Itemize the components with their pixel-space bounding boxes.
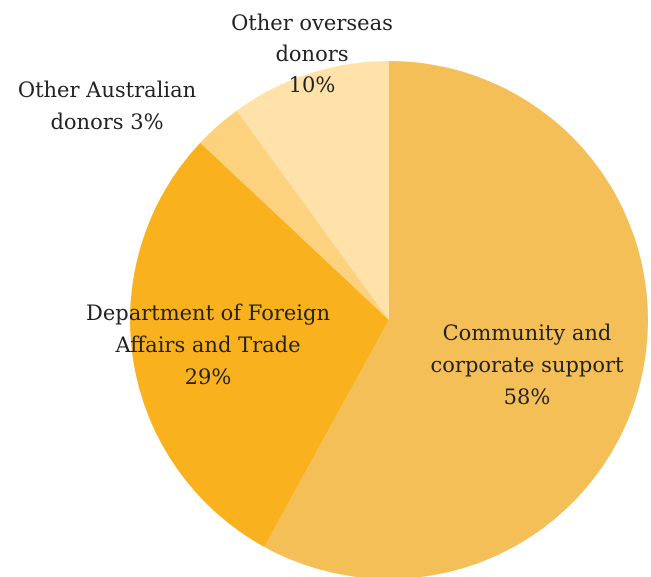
- pie-label-line: Department of Foreign: [86, 301, 330, 325]
- pie-label-line: Affairs and Trade: [114, 333, 300, 357]
- pie-label-department-of-foreign-affairs-and-trade: Department of Foreign Affairs and Trade 29…: [86, 301, 330, 389]
- pie-label-line: 29%: [185, 365, 232, 389]
- pie-label-line: Other Australian: [18, 78, 196, 102]
- pie-slice-other-overseas-donors: [236, 60, 389, 320]
- pie-slice-community-and-corporate-support: [264, 61, 648, 577]
- pie-labels: Community and corporate support 58% Departm…: [18, 11, 624, 409]
- pie-slice-other-australian-donors: [200, 110, 389, 321]
- pie-slice-department-of-foreign-affairs-and-trade: [130, 142, 389, 547]
- pie-label-line: 10%: [289, 73, 336, 97]
- pie-label-line: Other overseas: [231, 11, 393, 35]
- pie-label-other-australian-donors: Other Australian donors 3%: [18, 78, 196, 134]
- pie-slices: [130, 60, 648, 577]
- pie-label-line: 58%: [504, 385, 551, 409]
- pie-label-community-and-corporate-support: Community and corporate support 58%: [431, 321, 624, 409]
- pie-label-other-overseas-donors: Other overseas donors 10%: [231, 11, 393, 97]
- pie-label-line: Community and: [443, 321, 612, 345]
- pie-label-line: donors 3%: [50, 110, 163, 134]
- pie-label-line: donors: [275, 42, 348, 66]
- pie-label-line: corporate support: [431, 353, 624, 377]
